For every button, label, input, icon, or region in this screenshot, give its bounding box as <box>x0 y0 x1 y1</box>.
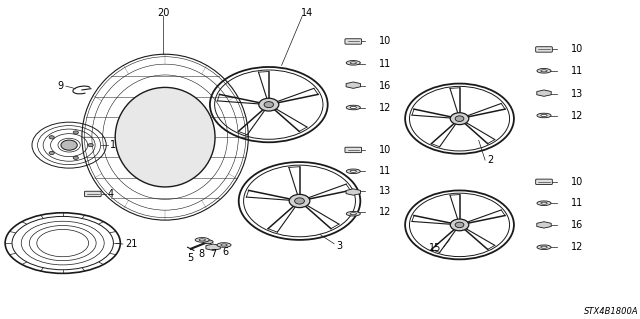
Ellipse shape <box>264 102 273 108</box>
Ellipse shape <box>195 238 209 242</box>
Text: 9: 9 <box>58 81 64 91</box>
Text: 12: 12 <box>379 207 391 217</box>
Ellipse shape <box>404 190 515 260</box>
Text: 1: 1 <box>110 140 116 150</box>
Ellipse shape <box>82 54 248 220</box>
Ellipse shape <box>346 211 360 216</box>
Text: 2: 2 <box>488 155 494 165</box>
Text: 12: 12 <box>571 111 583 122</box>
Text: 6: 6 <box>223 247 229 257</box>
Ellipse shape <box>541 246 547 248</box>
Ellipse shape <box>294 198 305 204</box>
Text: STX4B1800A: STX4B1800A <box>584 308 639 316</box>
FancyBboxPatch shape <box>345 39 362 44</box>
Ellipse shape <box>203 240 213 244</box>
Text: 10: 10 <box>379 145 391 155</box>
Ellipse shape <box>455 222 464 228</box>
Ellipse shape <box>350 62 356 64</box>
Ellipse shape <box>61 140 77 150</box>
Text: 11: 11 <box>379 59 391 69</box>
Text: 14: 14 <box>301 8 314 19</box>
FancyBboxPatch shape <box>536 179 552 184</box>
Ellipse shape <box>88 144 93 147</box>
Ellipse shape <box>49 152 54 155</box>
Ellipse shape <box>451 113 468 125</box>
Ellipse shape <box>237 161 362 241</box>
Polygon shape <box>206 244 220 250</box>
Text: 13: 13 <box>571 89 583 99</box>
Ellipse shape <box>541 202 547 204</box>
Text: 21: 21 <box>125 239 137 249</box>
Ellipse shape <box>350 213 356 215</box>
Text: 12: 12 <box>379 103 391 114</box>
Ellipse shape <box>451 219 468 231</box>
Ellipse shape <box>289 194 310 208</box>
Ellipse shape <box>350 170 356 172</box>
Text: 12: 12 <box>571 242 583 252</box>
Text: 5: 5 <box>188 253 194 263</box>
Ellipse shape <box>49 136 54 139</box>
Text: 4: 4 <box>108 189 114 199</box>
Ellipse shape <box>537 113 551 118</box>
FancyBboxPatch shape <box>536 47 552 52</box>
Text: 11: 11 <box>379 166 391 176</box>
Ellipse shape <box>346 61 360 65</box>
Ellipse shape <box>537 201 551 205</box>
Ellipse shape <box>115 87 215 187</box>
Polygon shape <box>346 82 360 88</box>
Text: 13: 13 <box>379 186 391 197</box>
Text: 15: 15 <box>429 243 442 253</box>
Ellipse shape <box>32 122 106 168</box>
Ellipse shape <box>541 70 547 72</box>
Ellipse shape <box>541 115 547 116</box>
Text: 11: 11 <box>571 66 583 76</box>
Ellipse shape <box>209 66 329 143</box>
Polygon shape <box>537 222 551 228</box>
Ellipse shape <box>199 239 205 241</box>
Ellipse shape <box>455 116 464 122</box>
Ellipse shape <box>5 213 120 273</box>
Text: 10: 10 <box>571 44 583 55</box>
Text: 16: 16 <box>571 220 583 230</box>
Text: 3: 3 <box>336 241 342 251</box>
Ellipse shape <box>259 98 279 111</box>
Text: 7: 7 <box>211 249 217 259</box>
Ellipse shape <box>221 244 227 246</box>
Ellipse shape <box>350 107 356 108</box>
Ellipse shape <box>404 83 515 154</box>
Ellipse shape <box>217 243 231 247</box>
Text: 8: 8 <box>198 249 205 259</box>
Ellipse shape <box>346 169 360 174</box>
Text: 10: 10 <box>379 36 391 46</box>
Text: 11: 11 <box>571 198 583 208</box>
Ellipse shape <box>537 69 551 73</box>
Polygon shape <box>346 189 360 195</box>
FancyBboxPatch shape <box>84 191 101 197</box>
Ellipse shape <box>537 245 551 249</box>
Ellipse shape <box>346 105 360 110</box>
FancyBboxPatch shape <box>345 147 362 152</box>
Ellipse shape <box>73 131 78 134</box>
Ellipse shape <box>73 156 78 160</box>
Text: 20: 20 <box>157 8 170 18</box>
Text: 16: 16 <box>379 81 391 91</box>
Text: 10: 10 <box>571 177 583 187</box>
Polygon shape <box>537 90 551 96</box>
